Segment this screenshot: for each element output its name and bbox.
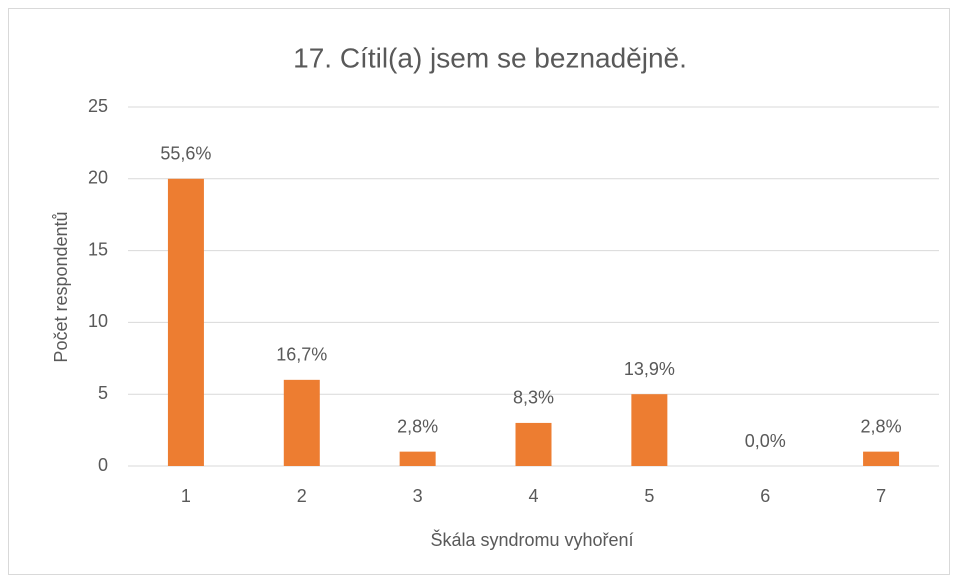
bar — [631, 394, 668, 466]
value-label: 8,3% — [513, 388, 554, 408]
x-tick-label: 5 — [644, 486, 654, 506]
y-axis-label: Počet respondentů — [51, 211, 71, 362]
y-tick-label: 15 — [88, 239, 108, 259]
y-tick-label: 25 — [88, 96, 108, 116]
x-tick-label: 1 — [181, 486, 191, 506]
bar — [167, 178, 204, 467]
x-tick-label: 2 — [297, 486, 307, 506]
value-label: 2,8% — [861, 416, 902, 436]
y-tick-label: 0 — [98, 455, 108, 475]
x-tick-label: 3 — [413, 486, 423, 506]
bar — [283, 379, 320, 466]
x-tick-label: 6 — [760, 486, 770, 506]
chart-border — [8, 8, 950, 575]
y-tick-label: 10 — [88, 311, 108, 331]
value-label: 2,8% — [397, 416, 438, 436]
bar — [863, 451, 900, 466]
y-tick-label: 5 — [98, 383, 108, 403]
value-label: 55,6% — [160, 144, 211, 164]
x-axis-label: Škála syndromu vyhoření — [430, 529, 633, 550]
x-tick-label: 7 — [876, 486, 886, 506]
x-tick-label: 4 — [528, 486, 538, 506]
y-tick-label: 20 — [88, 168, 108, 188]
chart-title: 17. Cítil(a) jsem se beznadějně. — [293, 42, 687, 73]
bar — [515, 422, 552, 466]
value-label: 0,0% — [745, 431, 786, 451]
value-label: 13,9% — [624, 359, 675, 379]
bar — [399, 451, 436, 466]
value-label: 16,7% — [276, 345, 327, 365]
